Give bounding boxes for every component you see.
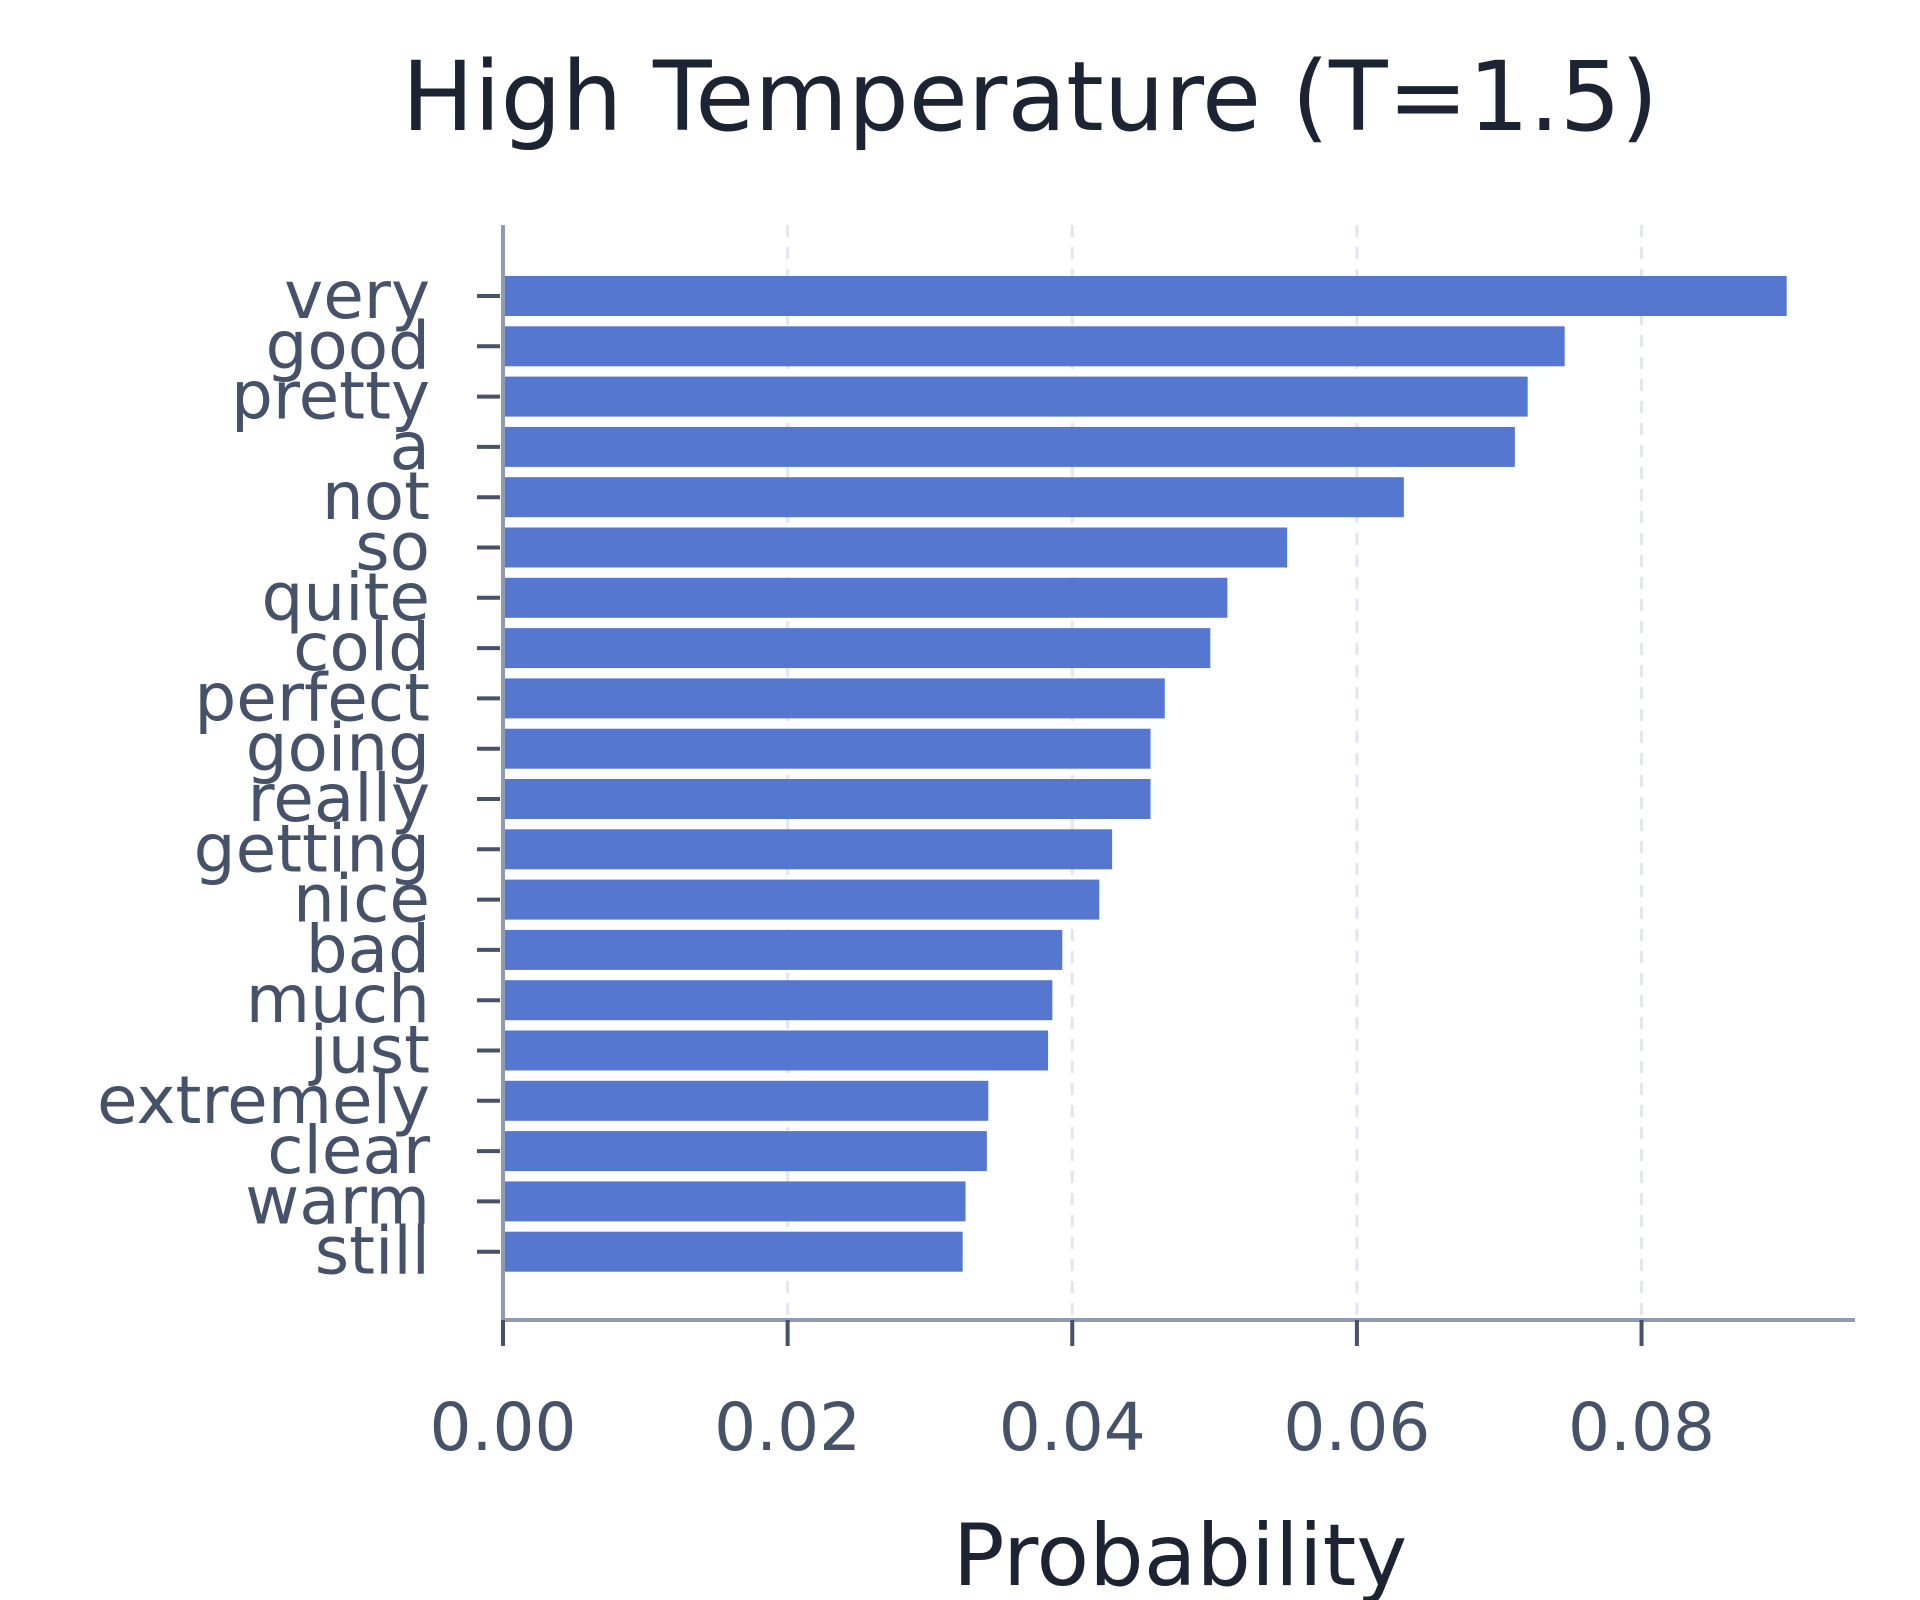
bar-just — [505, 1030, 1049, 1071]
bar-still — [505, 1231, 963, 1272]
category-label-pretty: pretty — [231, 358, 430, 435]
bar-very — [505, 276, 1787, 316]
category-label-extremely: extremely — [97, 1062, 430, 1139]
bar-pretty — [505, 376, 1528, 417]
x-tick-label: 0.06 — [1283, 1389, 1430, 1466]
axes — [477, 225, 1855, 1346]
category-label-nice: nice — [293, 861, 430, 938]
x-tick-label: 0.02 — [714, 1389, 861, 1466]
bar-clear — [505, 1131, 987, 1172]
bar-getting — [505, 829, 1113, 870]
category-label-really: really — [248, 760, 430, 837]
category-label-warm: warm — [245, 1162, 430, 1239]
bar-good — [505, 326, 1565, 367]
bar-really — [505, 779, 1151, 819]
category-label-so: so — [355, 509, 430, 586]
category-label-cold: cold — [293, 609, 430, 686]
category-label-still: still — [315, 1213, 430, 1290]
bar-warm — [505, 1181, 966, 1222]
bar-nice — [505, 879, 1100, 920]
bar-so — [505, 527, 1288, 568]
bar-going — [505, 728, 1151, 769]
category-label-going: going — [246, 710, 430, 787]
category-label-good: good — [265, 307, 430, 384]
bar-a — [505, 426, 1515, 467]
x-tick-label: 0.04 — [999, 1389, 1146, 1466]
category-label-clear: clear — [267, 1112, 431, 1189]
category-label-quite: quite — [261, 559, 430, 636]
category-label-bad: bad — [306, 911, 430, 988]
category-labels: verygoodprettyanotsoquitecoldperfectgoin… — [97, 257, 431, 1290]
chart-title: High Temperature (T=1.5) — [402, 41, 1658, 153]
bar-bad — [505, 929, 1063, 970]
category-label-getting: getting — [194, 810, 430, 887]
bar-extremely — [505, 1080, 989, 1121]
bar-not — [505, 477, 1404, 518]
bar-cold — [505, 628, 1211, 669]
x-tick-labels: 0.00 0.02 0.04 0.06 0.08 — [430, 1389, 1715, 1466]
x-axis-label: Probability — [953, 1506, 1408, 1600]
x-tick-label: 0.00 — [430, 1389, 577, 1466]
category-label-not: not — [322, 458, 430, 535]
bar-much — [505, 980, 1053, 1021]
x-tick-label: 0.08 — [1568, 1389, 1715, 1466]
bar-quite — [505, 577, 1228, 618]
category-label-a: a — [390, 408, 430, 485]
category-label-perfect: perfect — [194, 659, 430, 736]
bars — [505, 276, 1787, 1272]
category-label-very: very — [284, 257, 430, 334]
bar-perfect — [505, 678, 1165, 719]
category-label-much: much — [246, 961, 430, 1038]
category-label-just: just — [308, 1012, 430, 1089]
